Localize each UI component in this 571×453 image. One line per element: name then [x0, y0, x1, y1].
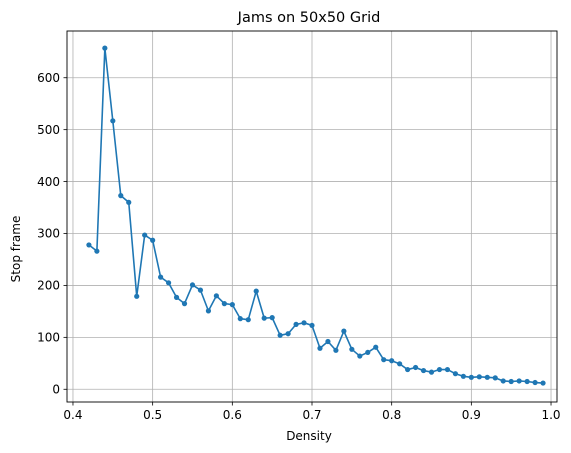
- data-point: [381, 357, 387, 363]
- axis-ticks: 0.4 0.5 0.6 0.7 0.8 0.9 1.0 0 100 200 300 400 500 600: [37, 71, 560, 422]
- data-point: [341, 328, 347, 334]
- data-point: [245, 317, 251, 323]
- y-tick-label: 200: [37, 279, 60, 293]
- data-point: [110, 118, 116, 124]
- data-point: [118, 193, 124, 199]
- x-axis-label: Density: [286, 429, 332, 443]
- x-tick-label: 0.6: [223, 408, 242, 422]
- data-point: [197, 287, 204, 293]
- data-point: [325, 338, 331, 345]
- data-point: [285, 331, 291, 337]
- data-point: [516, 378, 522, 384]
- data-point: [373, 344, 379, 350]
- data-point: [397, 361, 403, 367]
- data-point: [333, 347, 339, 353]
- y-tick-label: 0: [52, 382, 60, 396]
- data-point: [126, 199, 132, 205]
- data-point: [181, 301, 188, 307]
- data-point: [205, 308, 212, 314]
- data-point: [412, 364, 419, 371]
- data-point: [102, 45, 108, 51]
- data-point: [213, 293, 219, 299]
- data-point: [94, 248, 100, 254]
- data-point: [142, 232, 148, 238]
- data-point: [237, 316, 243, 322]
- data-point: [357, 353, 363, 359]
- data-point: [134, 293, 140, 299]
- x-tick-label: 0.7: [302, 408, 321, 422]
- data-point: [468, 374, 474, 380]
- data-point: [389, 358, 395, 364]
- x-tick-label: 0.4: [63, 408, 82, 422]
- data-point: [261, 315, 267, 321]
- x-tick-label: 1.0: [541, 408, 560, 422]
- data-point: [309, 322, 315, 329]
- data-point: [317, 345, 323, 351]
- series-line: [88, 47, 544, 384]
- data-point: [492, 375, 498, 381]
- data-point: [476, 374, 482, 380]
- data-point: [500, 378, 506, 384]
- data-point: [540, 380, 546, 386]
- data-point: [524, 378, 530, 385]
- grid: [67, 31, 557, 402]
- data-point: [532, 379, 538, 386]
- y-axis-label: Stop frame: [9, 216, 23, 283]
- data-point: [189, 282, 196, 288]
- data-point: [277, 332, 283, 338]
- data-point: [173, 294, 180, 300]
- data-point: [365, 349, 371, 356]
- data-point: [420, 367, 427, 374]
- y-tick-label: 500: [37, 123, 60, 137]
- data-point: [460, 373, 466, 379]
- data-point: [150, 237, 156, 243]
- data-point: [269, 315, 275, 321]
- data-point: [158, 274, 164, 280]
- chart-title: Jams on 50x50 Grid: [237, 10, 381, 26]
- data-point: [301, 320, 307, 326]
- plot-area: [86, 45, 546, 386]
- y-tick-label: 100: [37, 331, 60, 345]
- data-point: [452, 371, 459, 377]
- data-point: [436, 366, 443, 373]
- data-point: [349, 346, 355, 352]
- data-point: [165, 280, 172, 286]
- x-tick-label: 0.5: [143, 408, 162, 422]
- y-tick-label: 300: [37, 227, 60, 241]
- data-point: [428, 369, 435, 375]
- data-point: [229, 302, 235, 308]
- y-tick-label: 400: [37, 175, 60, 189]
- data-point: [221, 301, 227, 307]
- data-point: [444, 366, 451, 373]
- data-point: [86, 242, 92, 248]
- x-tick-label: 0.9: [462, 408, 481, 422]
- y-tick-label: 600: [37, 71, 60, 85]
- data-point: [405, 366, 411, 373]
- x-tick-label: 0.8: [382, 408, 401, 422]
- data-point: [293, 321, 299, 327]
- data-point: [484, 374, 490, 380]
- data-point: [253, 288, 259, 294]
- data-point: [508, 378, 514, 385]
